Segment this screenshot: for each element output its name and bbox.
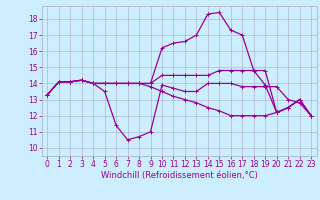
X-axis label: Windchill (Refroidissement éolien,°C): Windchill (Refroidissement éolien,°C) [101, 171, 258, 180]
